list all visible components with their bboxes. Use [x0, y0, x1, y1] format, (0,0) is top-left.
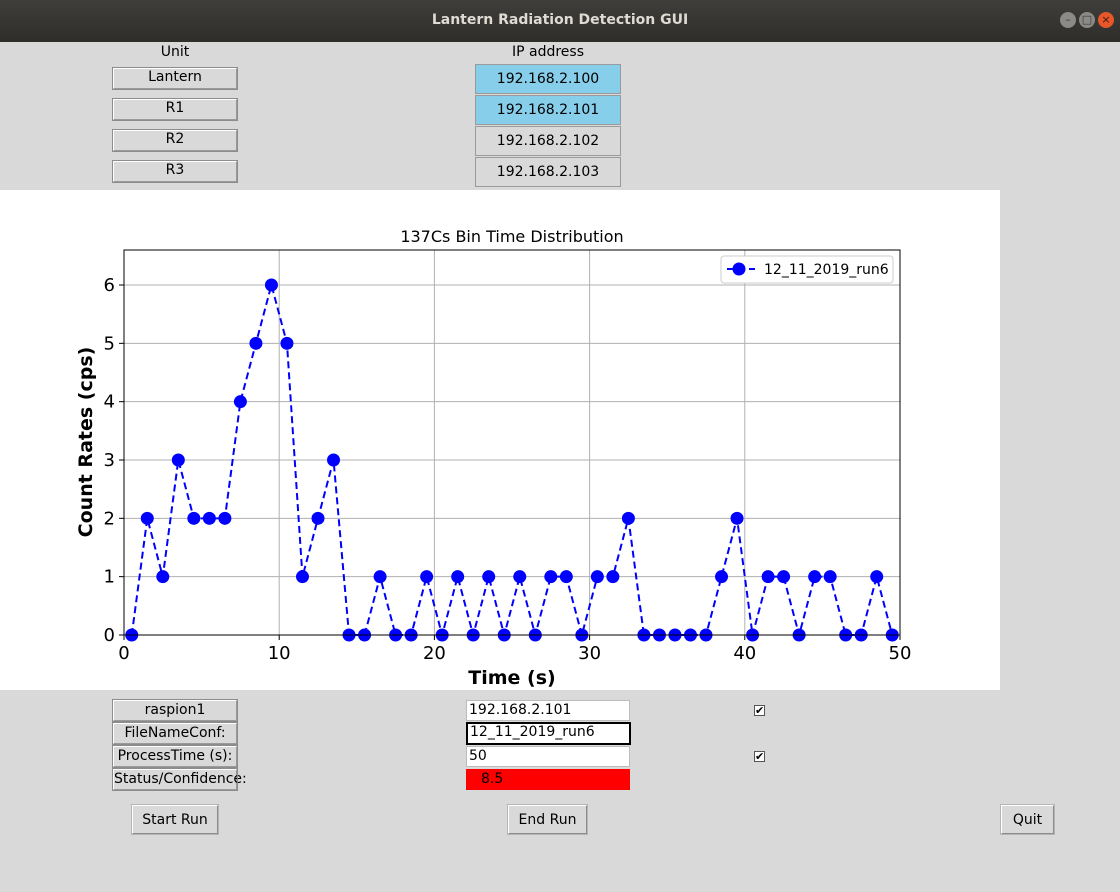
data-point	[311, 511, 325, 525]
status-label: Status/Confidence:	[112, 768, 247, 791]
data-point	[373, 570, 387, 584]
data-point	[420, 570, 434, 584]
unit-header: Unit	[160, 44, 190, 60]
plot-frame	[123, 249, 901, 636]
data-point	[156, 570, 170, 584]
y-tick-label: 5	[104, 333, 115, 354]
ip-indicator-r2[interactable]: 192.168.2.102	[475, 126, 621, 156]
window-titlebar: Lantern Radiation Detection GUI – □ ×	[0, 0, 1120, 42]
device-ip-field[interactable]: 192.168.2.101	[466, 700, 630, 721]
data-point	[202, 511, 216, 525]
data-point	[606, 570, 620, 584]
chart-ticks: 0 10 20 30 40 50 0 1 2 3 4 5 6	[104, 275, 912, 664]
ip-header: IP address	[511, 44, 585, 60]
status-confidence-field: 8.5	[466, 769, 630, 790]
filename-label: FileNameConf:	[112, 722, 238, 745]
data-point	[327, 453, 341, 467]
close-icon[interactable]: ×	[1098, 12, 1114, 28]
start-run-button[interactable]: Start Run	[131, 804, 219, 835]
ip-indicator-r3[interactable]: 192.168.2.103	[475, 157, 621, 187]
device-checkbox[interactable]: ✔	[754, 704, 765, 717]
x-axis-label: Time (s)	[468, 667, 555, 689]
data-point	[590, 570, 604, 584]
window-title: Lantern Radiation Detection GUI	[431, 12, 689, 28]
data-point	[544, 570, 558, 584]
y-tick-label: 0	[104, 625, 115, 646]
x-tick-label: 10	[268, 643, 291, 664]
data-point	[264, 278, 278, 292]
chart-legend: 12_11_2019_run6	[720, 255, 894, 284]
data-point	[870, 570, 884, 584]
x-tick-label: 30	[578, 643, 601, 664]
x-tick-label: 20	[423, 643, 446, 664]
y-tick-label: 4	[104, 392, 115, 413]
end-run-button[interactable]: End Run	[507, 804, 588, 835]
series-line	[130, 281, 894, 639]
y-tick-label: 3	[104, 450, 115, 471]
x-tick-label: 40	[733, 643, 756, 664]
data-point	[823, 570, 837, 584]
legend-box	[720, 255, 894, 284]
plot-canvas: 0 10 20 30 40 50 0 1 2 3 4 5 6 137Cs Bin Time Distri…	[0, 190, 1000, 690]
process-time-checkbox[interactable]: ✔	[754, 750, 765, 763]
maximize-icon[interactable]: □	[1079, 12, 1095, 28]
unit-label-r1: R1	[112, 98, 238, 121]
data-point	[730, 511, 744, 525]
data-point	[761, 570, 775, 584]
data-point	[482, 570, 496, 584]
data-point	[808, 570, 822, 584]
data-point	[171, 453, 185, 467]
data-point	[280, 336, 294, 350]
legend-label: 12_11_2019_run6	[764, 262, 889, 278]
process-time-label: ProcessTime (s):	[112, 745, 238, 768]
unit-label-lantern: Lantern	[112, 67, 238, 90]
ip-indicator-r1[interactable]: 192.168.2.101	[475, 95, 621, 125]
x-tick-label: 50	[889, 643, 912, 664]
chart-title: 137Cs Bin Time Distribution	[400, 227, 623, 246]
data-point	[140, 511, 154, 525]
data-point	[559, 570, 573, 584]
data-point	[621, 511, 635, 525]
data-point	[451, 570, 465, 584]
x-tick-label: 0	[118, 643, 129, 664]
y-tick-label: 2	[104, 508, 115, 529]
unit-label-r2: R2	[112, 129, 238, 152]
ip-indicator-lantern[interactable]: 192.168.2.100	[475, 64, 621, 94]
legend-marker	[732, 262, 746, 276]
data-point	[187, 511, 201, 525]
process-time-field[interactable]: 50	[466, 746, 630, 767]
minimize-icon[interactable]: –	[1060, 12, 1076, 28]
device-label: raspion1	[112, 699, 238, 722]
y-axis-label: Count Rates (cps)	[75, 347, 97, 538]
data-point	[777, 570, 791, 584]
data-point	[218, 511, 232, 525]
data-point	[249, 336, 263, 350]
data-point	[295, 570, 309, 584]
y-tick-label: 1	[104, 567, 115, 588]
data-point	[233, 395, 247, 409]
y-tick-label: 6	[104, 275, 115, 296]
quit-button[interactable]: Quit	[1000, 804, 1055, 835]
chart-svg: 0 10 20 30 40 50 0 1 2 3 4 5 6 137Cs Bin Time Distri…	[75, 227, 912, 689]
filename-field[interactable]: 12_11_2019_run6	[466, 722, 631, 745]
unit-label-r3: R3	[112, 160, 238, 183]
data-point	[513, 570, 527, 584]
data-point	[715, 570, 729, 584]
